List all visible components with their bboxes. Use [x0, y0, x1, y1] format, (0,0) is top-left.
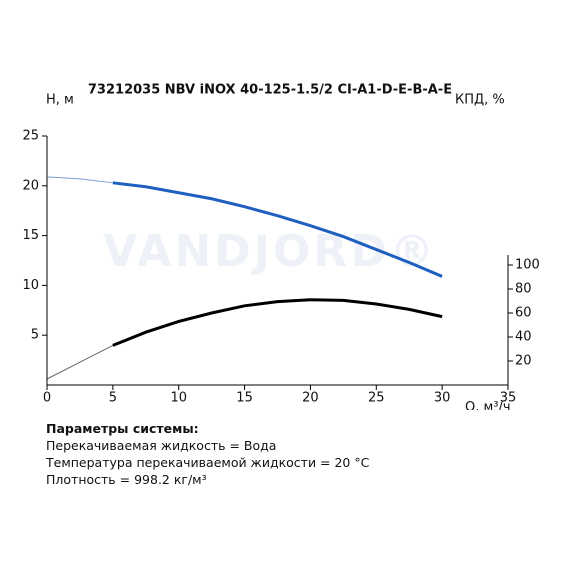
parameter-line: Перекачиваемая жидкость = Вода: [46, 438, 277, 453]
y2-tick-label: 80: [515, 282, 532, 297]
chart: 73212035 NBV iNOX 40-125-1.5/2 CI-A1-D-E…: [22, 83, 540, 411]
x-axis-label: Q, м³/ч: [465, 400, 511, 410]
y-tick-label: 15: [22, 228, 39, 243]
x-tick-label: 35: [500, 391, 517, 406]
y2-tick-label: 100: [515, 258, 540, 273]
x-tick-label: 5: [109, 391, 117, 406]
y-tick-label: 25: [22, 129, 39, 144]
parameters-heading: Параметры системы:: [46, 421, 199, 436]
x-tick-label: 15: [236, 391, 253, 406]
parameter-line: Плотность = 998.2 кг/м³: [46, 472, 207, 487]
x-tick-label: 0: [43, 391, 51, 406]
watermark: VANDJORD®: [103, 226, 437, 277]
y2-tick-label: 60: [515, 306, 532, 321]
curve: [112, 298, 443, 347]
curve: [112, 181, 443, 278]
y2-tick-label: 40: [515, 330, 532, 345]
parameters: Параметры системы: Перекачиваемая жидкос…: [46, 420, 369, 488]
x-tick-label: 30: [434, 391, 451, 406]
curve-extension: [46, 344, 114, 380]
y-tick-label: 20: [22, 178, 39, 193]
chart-title: 73212035 NBV iNOX 40-125-1.5/2 CI-A1-D-E…: [88, 83, 452, 98]
x-tick-label: 25: [368, 391, 385, 406]
y2-tick-label: 20: [515, 354, 532, 369]
y2-axis-label: КПД, %: [455, 93, 505, 108]
curve-extension: [46, 176, 113, 184]
y-tick-label: 10: [22, 278, 39, 293]
y-tick-label: 5: [31, 328, 39, 343]
y-axis-label: H, м: [46, 93, 74, 108]
parameter-line: Температура перекачиваемой жидкости = 20…: [46, 455, 370, 470]
x-tick-label: 20: [302, 391, 319, 406]
x-tick-label: 10: [170, 391, 187, 406]
